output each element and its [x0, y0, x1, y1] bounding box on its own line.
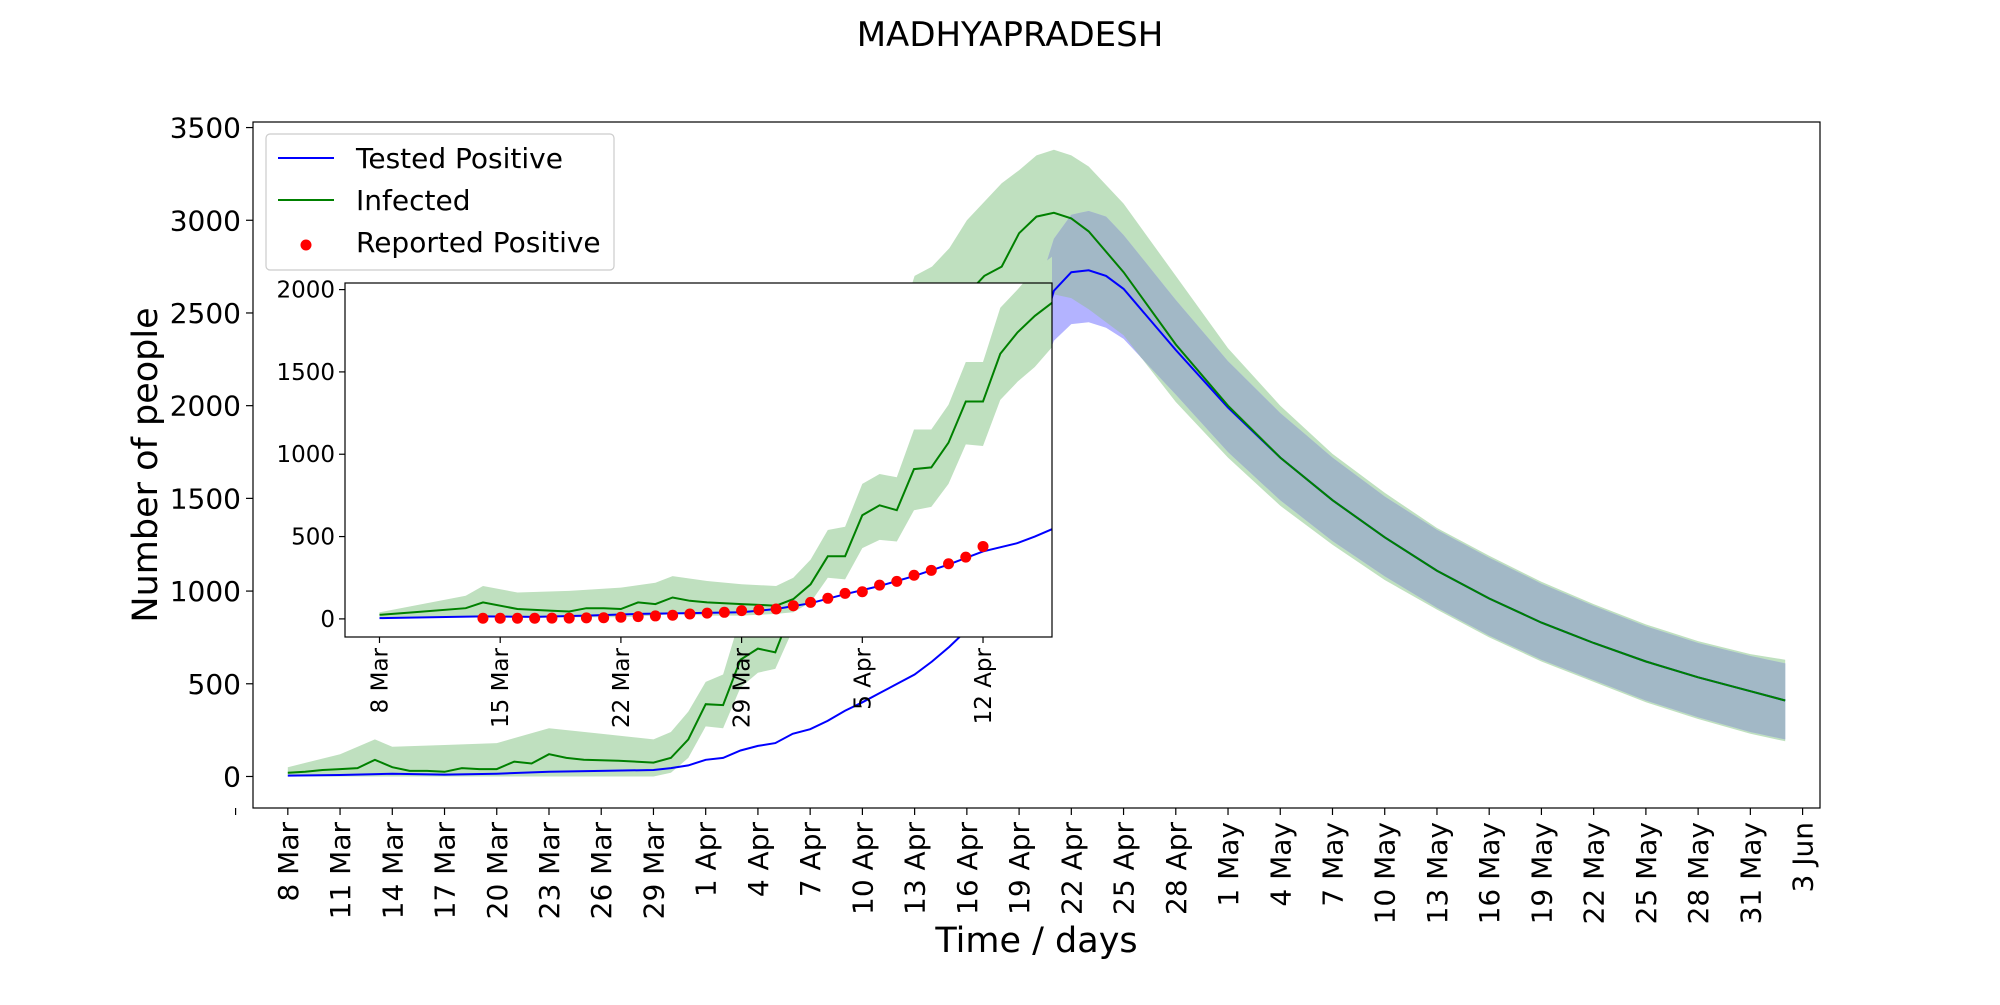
reported-positive-point: [839, 587, 851, 599]
reported-positive-point: [925, 564, 937, 576]
reported-positive-point: [511, 612, 523, 624]
x-tick-label: 8 Mar: [272, 822, 305, 902]
x-tick-label: 1 May: [1212, 822, 1245, 907]
x-tick-label: 11 Mar: [324, 822, 357, 920]
inset-y-tick-label: 1500: [276, 360, 335, 386]
reported-positive-point: [667, 609, 679, 621]
reported-positive-point: [943, 558, 955, 570]
chart-title: MADHYAPRADESH: [857, 15, 1164, 55]
reported-positive-point: [649, 610, 661, 622]
reported-positive-point: [856, 586, 868, 598]
inset-x-tick-label: 22 Mar: [609, 647, 635, 728]
x-tick-label: 16 May: [1473, 822, 1506, 924]
reported-positive-point: [494, 612, 506, 624]
band-overlap: [984, 211, 1786, 740]
inset-x-tick-label: 12 Apr: [971, 647, 997, 724]
y-tick-label: 2000: [170, 390, 241, 423]
y-tick-label: 3500: [170, 112, 241, 145]
x-tick-label: 31 May: [1734, 822, 1767, 924]
y-tick-label: 3000: [170, 204, 241, 237]
x-tick-label: 29 Mar: [637, 822, 670, 920]
x-tick-label: 22 May: [1578, 822, 1611, 924]
reported-positive-point: [546, 612, 558, 624]
x-tick-label: 19 May: [1525, 822, 1558, 924]
legend-swatch-dot: [300, 239, 312, 251]
inset-plot: 0 500 1000 1500 2000 8 Mar 15 Mar 22 Mar 29 Mar 5…: [276, 256, 1053, 728]
inset-y-tick-label: 1000: [276, 442, 335, 468]
x-tick-label: 22 Apr: [1055, 822, 1088, 915]
reported-positive-point: [753, 604, 765, 616]
y-axis-label: Number of people: [126, 307, 166, 622]
x-tick-label: 10 May: [1369, 822, 1402, 924]
x-tick-label: 14 Mar: [376, 822, 409, 920]
reported-positive-point: [805, 596, 817, 608]
y-tick-label: 1500: [170, 482, 241, 515]
x-tick-label: 20 Mar: [481, 822, 514, 920]
reported-positive-point: [563, 612, 575, 624]
inset-x-tick-label: 8 Mar: [367, 647, 393, 713]
reported-positive-point: [718, 606, 730, 618]
x-tick-label: 16 Apr: [951, 822, 984, 915]
inset-y-tick-label: 2000: [276, 278, 335, 304]
x-tick-label: 28 May: [1682, 822, 1715, 924]
x-tick-label: 7 Apr: [794, 822, 827, 898]
reported-positive-point: [615, 611, 627, 623]
reported-positive-point: [736, 605, 748, 617]
x-tick-label: 1 Apr: [690, 822, 723, 898]
legend: Tested Positive Infected Reported Positive: [265, 133, 615, 271]
reported-positive-point: [580, 612, 592, 624]
y-tick-label: 1000: [170, 575, 241, 608]
x-tick-label: 17 Mar: [429, 822, 462, 920]
x-tick-label: 25 May: [1630, 822, 1663, 924]
reported-positive-point: [684, 608, 696, 620]
main-plot-frame: [252, 121, 1821, 809]
reported-positive-point: [770, 603, 782, 615]
y-tick-label: 2500: [170, 297, 241, 330]
x-tick-label: 28 Apr: [1160, 822, 1193, 915]
x-tick-label: 26 Mar: [585, 822, 618, 920]
x-tick-label: 3 Jun: [1787, 822, 1820, 892]
inset-x-tick-label: 15 Mar: [488, 647, 514, 728]
reported-positive-point: [822, 592, 834, 604]
x-tick-label: 4 Apr: [742, 822, 775, 898]
reported-positive-point: [874, 579, 886, 591]
reported-positive-point: [598, 612, 610, 624]
reported-positive-point: [891, 575, 903, 587]
x-tick-label: 10 Apr: [846, 822, 879, 915]
reported-positive-point: [632, 611, 644, 623]
legend-label: Infected: [356, 184, 470, 217]
x-axis-label: Time / days: [934, 921, 1137, 961]
legend-label: Tested Positive: [355, 142, 563, 175]
legend-box: [265, 133, 615, 271]
x-tick-label: 13 Apr: [899, 822, 932, 915]
x-tick-label: 7 May: [1316, 822, 1349, 907]
y-tick-label: 500: [188, 668, 241, 701]
inset-x-tick-label: 5 Apr: [850, 647, 876, 709]
legend-label: Reported Positive: [356, 226, 601, 259]
x-tick-label: 23 Mar: [533, 822, 566, 920]
x-tick-label: 13 May: [1421, 822, 1454, 924]
inset-y-tick-label: 500: [291, 525, 335, 551]
inset-x-tick-label: 29 Mar: [730, 647, 756, 728]
reported-positive-point: [908, 569, 920, 581]
reported-positive-point: [977, 540, 989, 552]
reported-positive-point: [477, 612, 489, 624]
inset-y-tick-label: 0: [320, 607, 335, 633]
x-tick-label: 25 Apr: [1108, 822, 1141, 915]
reported-positive-point: [701, 607, 713, 619]
x-tick-label: 4 May: [1264, 822, 1297, 907]
inset-band-infected: [379, 256, 1052, 618]
inset-frame: [344, 282, 1053, 638]
reported-positive-point: [960, 551, 972, 563]
reported-positive-point: [787, 600, 799, 612]
x-tick-label: 19 Apr: [1003, 822, 1036, 915]
y-tick-label: 0: [223, 760, 241, 793]
reported-positive-point: [529, 612, 541, 624]
